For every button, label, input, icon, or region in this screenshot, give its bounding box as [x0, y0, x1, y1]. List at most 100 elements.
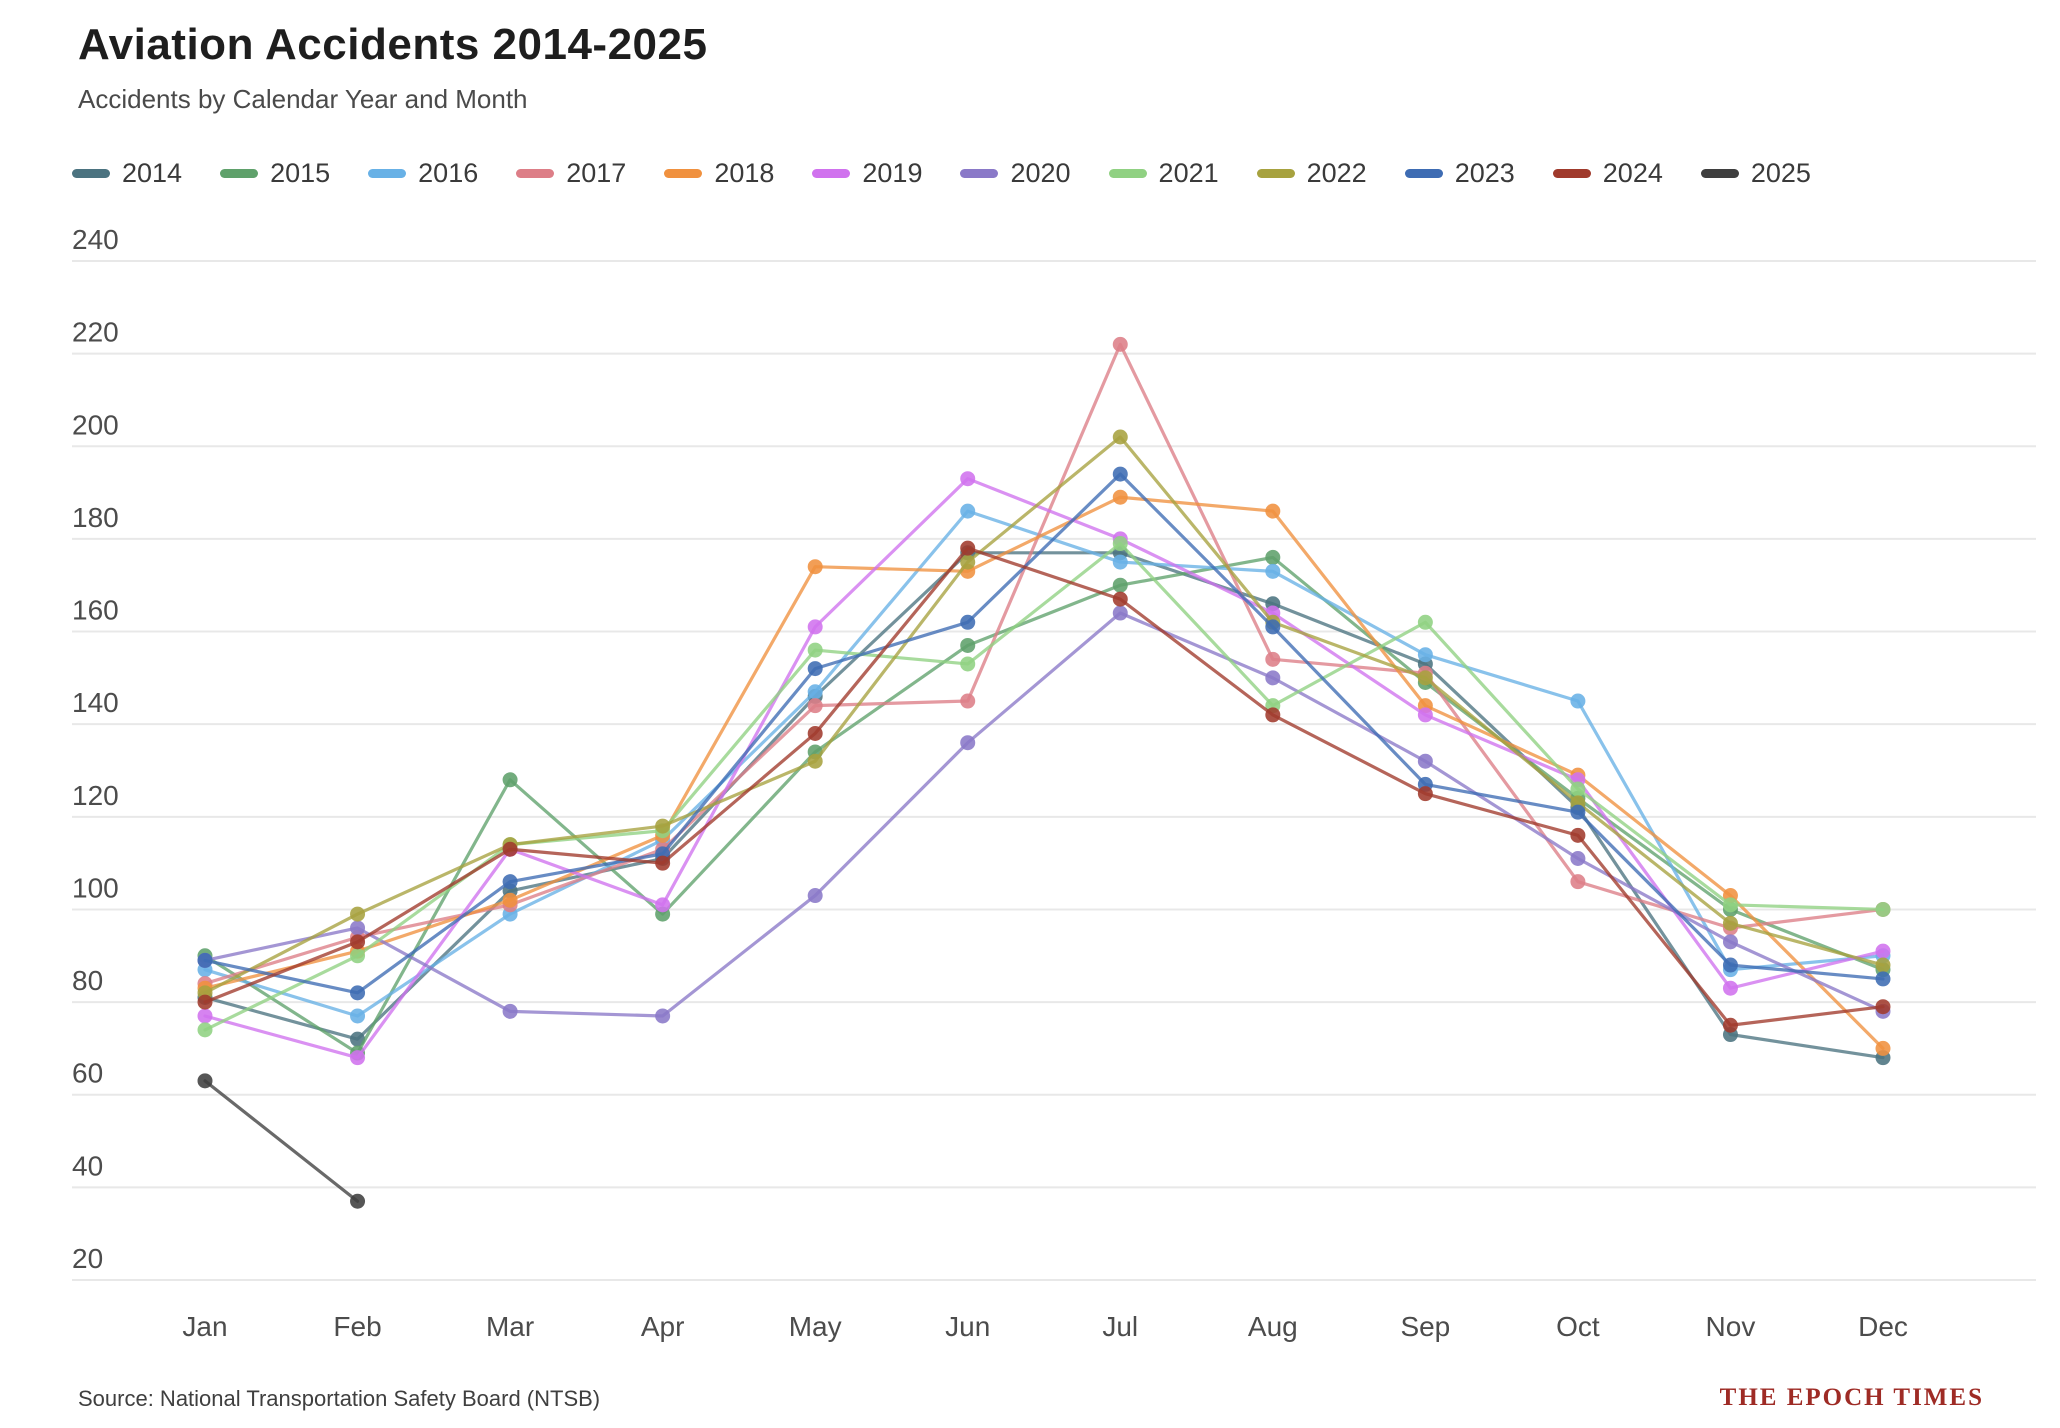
data-point-2023	[807, 661, 823, 677]
data-point-2022	[1417, 670, 1433, 686]
ytick-label-100: 100	[72, 872, 119, 903]
ytick-label-20: 20	[72, 1243, 103, 1274]
series-line-2018	[203, 495, 1885, 1051]
data-point-2015	[1112, 577, 1128, 593]
data-point-2024	[350, 934, 366, 950]
legend-item-2025: 2025	[1700, 158, 1811, 189]
legend-label: 2022	[1306, 158, 1367, 188]
data-point-2022	[1875, 957, 1891, 973]
data-point-2021	[1112, 536, 1128, 552]
legend-swatch-2018	[664, 169, 703, 178]
legend-swatch-2024	[1552, 169, 1591, 178]
xtick-label-Aug: Aug	[1248, 1311, 1298, 1342]
brand-logo: THE EPOCH TIMES	[1719, 1384, 1984, 1411]
data-point-2017	[960, 693, 976, 709]
legend-swatch-2015	[220, 169, 259, 178]
legend-swatch-2019	[812, 169, 851, 178]
data-point-2019	[960, 471, 976, 487]
legend-label: 2015	[270, 158, 331, 188]
data-point-2024	[655, 855, 671, 871]
ytick-label-40: 40	[72, 1150, 103, 1181]
legend-swatch-2021	[1108, 169, 1147, 178]
legend-item-2016: 2016	[368, 158, 478, 189]
data-point-2020	[1112, 605, 1128, 621]
legend-label: 2021	[1158, 158, 1219, 188]
data-point-2017	[1265, 651, 1281, 667]
data-point-2021	[197, 1022, 213, 1038]
data-point-2016	[960, 503, 976, 519]
data-point-2019	[197, 1008, 213, 1024]
data-point-2018	[807, 559, 823, 575]
ytick-label-240: 240	[72, 224, 119, 255]
data-point-2023	[350, 985, 366, 1001]
data-point-2016	[1570, 693, 1586, 709]
data-point-2023	[1722, 957, 1738, 973]
data-point-2023	[1265, 619, 1281, 635]
legend: 2014 2015 2016 2017 2018 2019 2020 2021 2022 2023…	[72, 158, 1811, 189]
ytick-label-200: 200	[72, 409, 119, 440]
xtick-label-Jul: Jul	[1102, 1311, 1138, 1342]
legend-label: 2016	[418, 158, 479, 188]
data-point-2025	[197, 1073, 213, 1089]
data-point-2019	[1722, 980, 1738, 996]
data-point-2020	[807, 888, 823, 904]
ytick-label-80: 80	[72, 965, 103, 996]
data-point-2019	[1875, 943, 1891, 959]
data-point-2024	[502, 841, 518, 857]
data-point-2021	[1875, 901, 1891, 917]
data-point-2015	[960, 637, 976, 653]
series-line-2023	[203, 472, 1885, 995]
data-point-2022	[655, 818, 671, 834]
xtick-label-Feb: Feb	[333, 1311, 381, 1342]
ytick-label-220: 220	[72, 317, 119, 348]
legend-swatch-2017	[516, 169, 555, 178]
series-line-2016	[203, 509, 1885, 1018]
data-point-2018	[502, 892, 518, 908]
data-point-2021	[1722, 897, 1738, 913]
data-point-2014	[350, 1031, 366, 1047]
ytick-label-140: 140	[72, 687, 119, 718]
xtick-label-Dec: Dec	[1858, 1311, 1908, 1342]
legend-swatch-2025	[1700, 169, 1739, 178]
data-point-2025	[350, 1193, 366, 1209]
series-2022	[197, 429, 1891, 1001]
series-2024	[197, 540, 1891, 1033]
data-point-2018	[1112, 489, 1128, 505]
legend-label: 2023	[1454, 158, 1515, 188]
ytick-label-160: 160	[72, 595, 119, 626]
legend-swatch-2020	[960, 169, 999, 178]
xtick-label-Sep: Sep	[1400, 1311, 1450, 1342]
xtick-label-May: May	[789, 1311, 842, 1342]
data-point-2016	[350, 1008, 366, 1024]
data-point-2022	[1722, 915, 1738, 931]
data-point-2024	[197, 994, 213, 1010]
data-point-2023	[1570, 804, 1586, 820]
data-point-2024	[1112, 591, 1128, 607]
data-point-2019	[1417, 707, 1433, 723]
series-line-2014	[203, 551, 1885, 1060]
page-title: Aviation Accidents 2014-2025	[78, 20, 708, 69]
data-point-2023	[1875, 971, 1891, 987]
series-2025	[197, 1073, 366, 1209]
xtick-label-Mar: Mar	[486, 1311, 534, 1342]
ytick-label-60: 60	[72, 1058, 103, 1089]
source-note: Source: National Transportation Safety B…	[78, 1386, 601, 1411]
data-point-2015	[502, 772, 518, 788]
data-point-2024	[1570, 827, 1586, 843]
data-point-2019	[655, 897, 671, 913]
data-point-2017	[807, 698, 823, 714]
ytick-label-180: 180	[72, 502, 119, 533]
data-point-2021	[1417, 614, 1433, 630]
data-point-2022	[1112, 429, 1128, 445]
series-2019	[197, 471, 1891, 1066]
data-point-2016	[1112, 554, 1128, 570]
data-point-2024	[960, 540, 976, 556]
legend-item-2015: 2015	[220, 158, 330, 189]
legend-item-2018: 2018	[664, 158, 774, 189]
data-point-2020	[350, 920, 366, 936]
legend-label: 2014	[122, 158, 183, 188]
xtick-label-Apr: Apr	[641, 1311, 685, 1342]
